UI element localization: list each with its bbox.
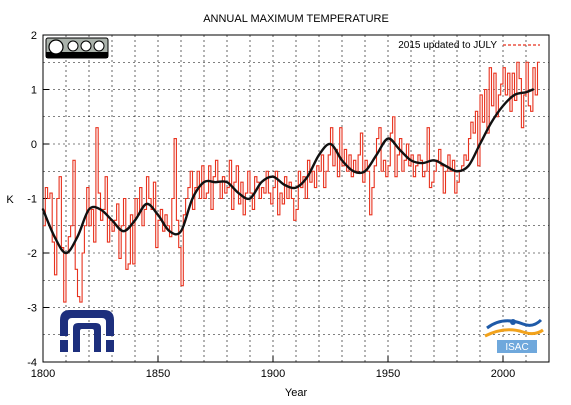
x-axis-label: Year [285, 387, 308, 399]
cnr-logo-icon [60, 310, 114, 352]
legend: 2015 updated to JULY [398, 40, 540, 51]
smoothed-layer [41, 88, 535, 255]
x-tick-label: 2000 [491, 368, 515, 380]
x-axis-ticks: 1800 1850 1900 1950 2000 [31, 356, 515, 380]
chart-title: ANNUAL MAXIMUM TEMPERATURE [203, 13, 389, 25]
svg-text:ISAC: ISAC [505, 342, 528, 353]
y-axis-label: K [6, 194, 14, 206]
y-tick-label: 2 [31, 30, 37, 42]
x-tick-label: 1800 [31, 368, 55, 380]
series-layer [43, 61, 540, 303]
x-tick-label: 1850 [146, 368, 170, 380]
y-axis-ticks: -4 -3 -2 -1 0 1 2 [27, 30, 49, 369]
y-tick-label: 1 [31, 85, 37, 97]
grid [43, 35, 549, 362]
x-tick-label: 1900 [261, 368, 285, 380]
series-line-smoothed [41, 88, 535, 255]
legend-label: 2015 updated to JULY [398, 40, 497, 51]
y-tick-label: -1 [27, 194, 37, 206]
isac-logo-icon: ISAC [484, 318, 544, 353]
cc-license-icon [45, 37, 109, 59]
x-tick-label: 1950 [376, 368, 400, 380]
series-line-annual [43, 61, 540, 303]
y-tick-label: -3 [27, 303, 37, 315]
y-tick-label: 0 [31, 139, 37, 151]
y-tick-label: -2 [27, 248, 37, 260]
y-tick-label: -4 [27, 357, 37, 369]
